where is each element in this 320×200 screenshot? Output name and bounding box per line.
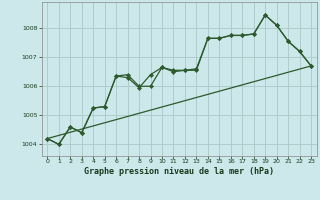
X-axis label: Graphe pression niveau de la mer (hPa): Graphe pression niveau de la mer (hPa)	[84, 167, 274, 176]
